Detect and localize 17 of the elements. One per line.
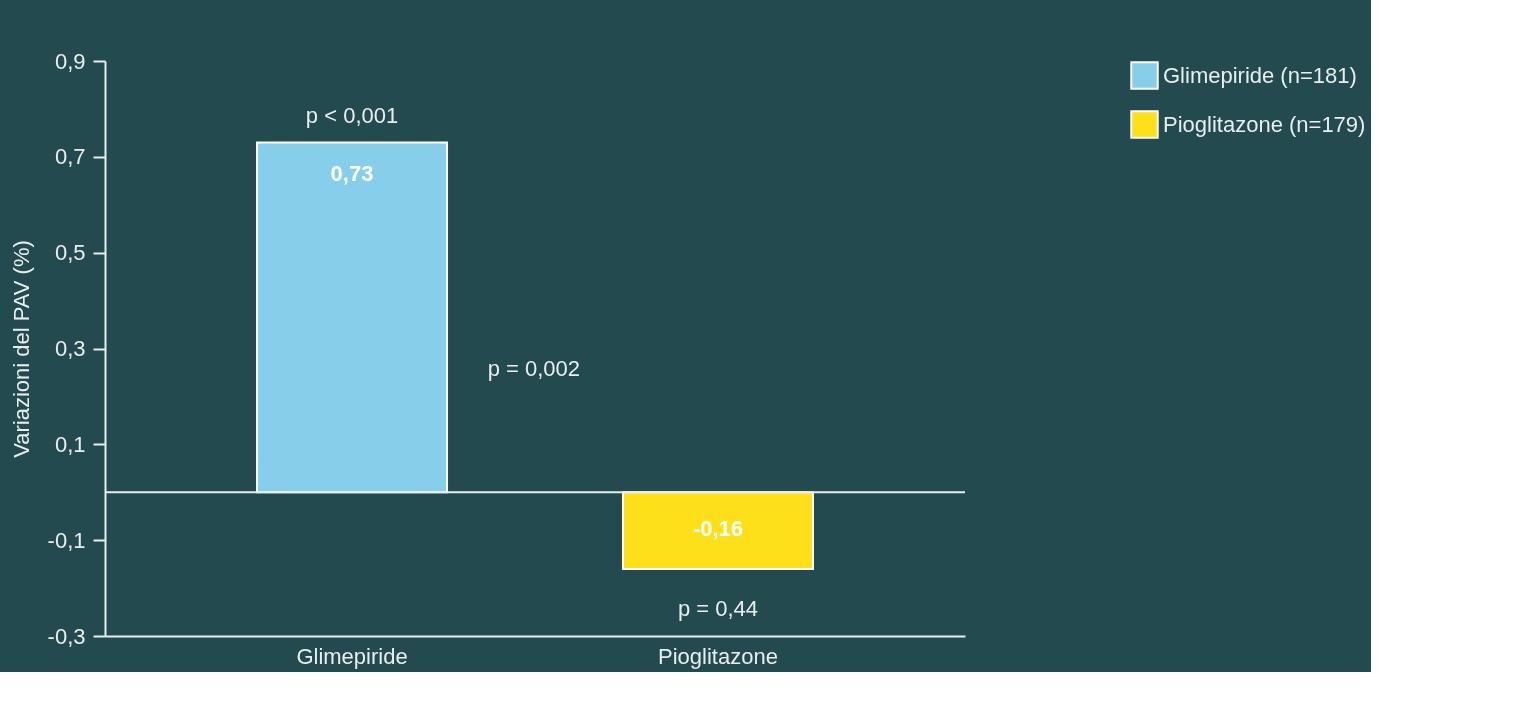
data-label: -0,16 [692, 515, 744, 541]
y-tick-label: 0,7 [54, 144, 86, 170]
y-tick-label: 0,3 [54, 336, 86, 361]
y-tick-label: 0,1 [54, 431, 86, 457]
y-tick-label: 0,5 [54, 240, 86, 266]
annotation: p = 0,44 [677, 595, 759, 621]
legend-label: Pioglitazone (n=179) [1163, 111, 1366, 137]
y-tick-label: 0,9 [54, 48, 86, 74]
legend-label: Glimepiride (n=181) [1163, 62, 1357, 88]
annotation: p = 0,002 [487, 355, 581, 381]
x-tick-label: Pioglitazone [658, 643, 778, 669]
data-label: 0,73 [330, 161, 374, 187]
x-tick-label: Glimepiride [296, 643, 408, 669]
annotation: p < 0,001 [305, 103, 399, 129]
y-tick-label: -0,1 [47, 527, 86, 553]
y-axis-title: Variazioni del PAV (%) [8, 240, 34, 458]
y-tick-label: -0,3 [47, 623, 86, 649]
